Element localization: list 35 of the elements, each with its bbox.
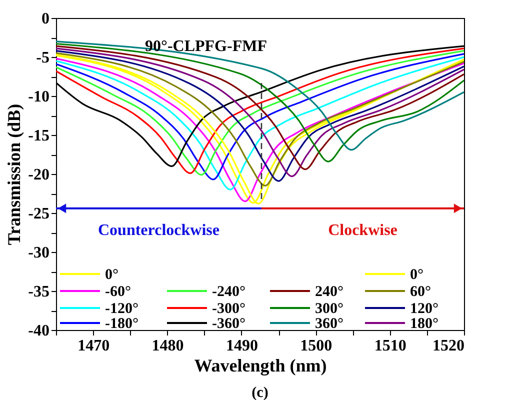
y-tick-label: -30 (28, 244, 50, 262)
annotation: Clockwise (328, 222, 398, 240)
y-tick-label: -25 (28, 206, 50, 222)
legend-label: 300° (315, 301, 344, 317)
y-tick-label: -20 (28, 166, 50, 184)
legend-label: -240° (212, 284, 246, 300)
legend-label: 60° (410, 284, 431, 300)
legend-label: 0° (410, 267, 424, 283)
x-axis-title: Wavelength (nm) (194, 356, 327, 376)
y-axis-title: Transmission (dB) (4, 104, 24, 246)
x-tick-label: 1490 (226, 338, 258, 354)
legend-label: -120° (105, 301, 138, 317)
x-tick-label: 1480 (152, 338, 184, 354)
y-tick-label: -15 (28, 128, 50, 144)
legend-label: 0° (105, 267, 118, 283)
annotation: Counterclockwise (98, 222, 220, 240)
legend-label: -60° (105, 284, 131, 300)
y-tick-label: -40 (28, 322, 50, 340)
x-tick-label: 1470 (78, 338, 110, 354)
legend-label: -180° (105, 316, 138, 332)
legend-label: 120° (410, 301, 438, 317)
x-tick-label: 1520 (432, 338, 464, 354)
y-tick-label: -10 (28, 88, 50, 106)
legend-label: -300° (212, 301, 246, 317)
y-tick-label: -35 (28, 284, 50, 300)
legend-label: 240° (315, 284, 344, 300)
text: (c) (252, 385, 268, 400)
x-tick-label: 1510 (374, 338, 406, 354)
y-tick-label: -5 (36, 50, 50, 66)
legend-label: 360° (315, 316, 344, 332)
x-tick-label: 1500 (300, 338, 332, 354)
legend-label: -360° (212, 316, 246, 332)
y-tick-label: 0 (42, 10, 50, 28)
legend-label: 180° (410, 316, 438, 332)
text: 90°-CLPFG-FMF (145, 38, 268, 55)
